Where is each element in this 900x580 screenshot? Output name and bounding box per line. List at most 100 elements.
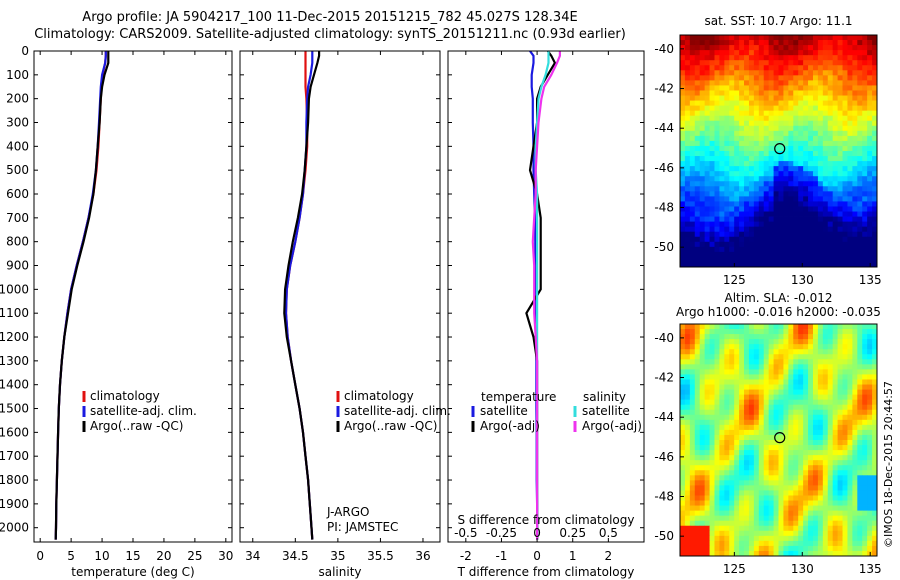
map-cell [803, 80, 809, 86]
map-cell [729, 75, 735, 81]
map-cell [763, 354, 770, 360]
map-cell [778, 359, 784, 365]
map-cell [680, 236, 686, 243]
y-tick-label: -48 [654, 201, 674, 215]
map-cell [689, 181, 696, 187]
map-cell [699, 35, 706, 41]
map-cell [768, 450, 774, 456]
map-cell [822, 535, 829, 542]
map-cell [783, 120, 789, 127]
map-cell [872, 55, 878, 61]
map-cell [748, 221, 755, 228]
map-cell [680, 324, 686, 330]
map-cell [734, 256, 740, 263]
map-cell [822, 151, 829, 157]
map-cell [704, 500, 710, 506]
map-cell [798, 120, 804, 127]
map-cell [724, 399, 730, 406]
map-cell [699, 535, 706, 542]
map-cell [803, 60, 809, 66]
map-cell [739, 35, 745, 41]
map-cell [783, 55, 789, 61]
map-cell [773, 211, 779, 217]
map-cell [783, 495, 789, 501]
map-cell [773, 440, 779, 446]
map-cell [739, 424, 745, 431]
map-cell [773, 40, 779, 46]
map-cell [734, 140, 740, 147]
map-cell [748, 70, 755, 76]
map-cell [773, 520, 779, 527]
map-cell [739, 399, 745, 406]
map-cell [867, 65, 873, 71]
map-cell [808, 349, 814, 355]
map-cell [758, 75, 765, 81]
map-cell [763, 135, 770, 142]
map-cell [744, 70, 750, 76]
map-cell [867, 211, 873, 217]
map-cell [862, 120, 868, 127]
map-cell [842, 186, 848, 192]
map-cell [827, 201, 834, 207]
map-cell [847, 450, 853, 456]
map-cell [778, 525, 784, 532]
map-cell [744, 251, 750, 258]
map-cell [758, 110, 765, 117]
map-cell [729, 414, 735, 421]
map-cell [684, 414, 691, 421]
map-cell [788, 186, 794, 192]
map-cell [763, 70, 770, 76]
map-cell [739, 216, 745, 223]
map-cell [763, 485, 770, 491]
map-cell [684, 359, 691, 365]
map-cell [872, 344, 878, 350]
map-cell [862, 550, 868, 557]
map-cell [837, 329, 843, 335]
map-cell [694, 520, 701, 527]
map-cell [699, 135, 706, 142]
map-cell [704, 434, 710, 441]
map-cell [768, 246, 774, 253]
map-cell [793, 510, 799, 517]
map-cell [817, 414, 824, 421]
map-cell [724, 379, 730, 385]
map-cell [827, 470, 834, 476]
map-cell [744, 120, 750, 127]
series-line-2-3 [283, 51, 321, 540]
map-cell [684, 460, 691, 466]
map-cell [763, 85, 770, 91]
map-cell [763, 176, 770, 182]
map-cell [837, 364, 843, 370]
map-cell [724, 374, 730, 380]
map-cell [739, 110, 745, 117]
map-cell [837, 135, 843, 142]
map-cell [694, 65, 701, 71]
map-cell [773, 324, 779, 330]
map-cell [694, 231, 701, 238]
map-cell [788, 70, 794, 76]
map-cell [847, 221, 853, 228]
map-cell [758, 156, 765, 162]
map-cell [788, 161, 794, 167]
map-cell [709, 520, 715, 527]
map-cell [689, 105, 696, 112]
map-cell [812, 530, 819, 537]
map-cell [744, 226, 750, 233]
map-cell [768, 465, 774, 471]
map-cell [803, 465, 809, 471]
map-cell [872, 211, 878, 217]
map-cell [684, 455, 691, 461]
map-cell [827, 125, 834, 132]
map-cell [798, 231, 804, 238]
map-cell [827, 465, 834, 471]
map-cell [803, 450, 809, 456]
map-cell [753, 191, 760, 197]
y-tick-label: -42 [654, 371, 674, 385]
map-cell [862, 540, 868, 547]
map-cell [680, 40, 686, 46]
map-cell [724, 520, 730, 527]
map-cell [837, 445, 843, 451]
map-cell [719, 191, 725, 197]
map-cell [739, 211, 745, 217]
map-cell [744, 334, 750, 340]
